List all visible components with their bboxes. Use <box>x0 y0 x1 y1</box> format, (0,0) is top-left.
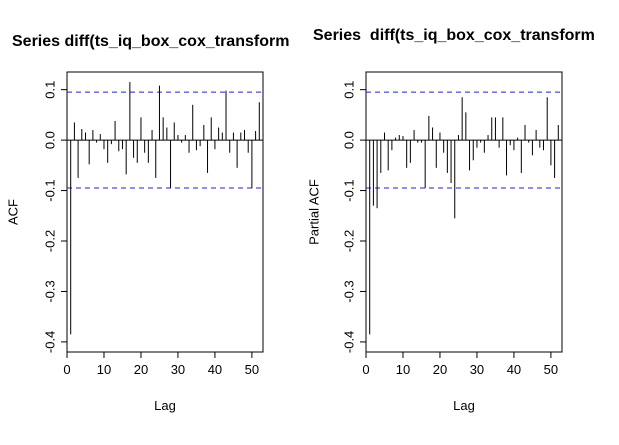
x-tick-label: 10 <box>97 362 111 377</box>
x-tick-label: 10 <box>396 362 410 377</box>
y-tick-label: -0.3 <box>341 280 356 302</box>
plot-frame <box>66 71 264 353</box>
x-tick-label: 20 <box>433 362 447 377</box>
x-tick-label: 50 <box>544 362 558 377</box>
x-tick-label: 30 <box>470 362 484 377</box>
y-axis-label: ACF <box>5 199 20 225</box>
y-tick-label: -0.1 <box>42 179 57 201</box>
y-tick-label: -0.2 <box>42 230 57 252</box>
chart-title: Series diff(ts_iq_box_cox_transform <box>12 33 289 50</box>
y-tick-label: -0.4 <box>341 331 356 353</box>
y-tick-label: -0.4 <box>42 331 57 353</box>
x-axis-label: Lag <box>453 398 475 413</box>
y-tick-label: 0.0 <box>341 131 356 149</box>
x-tick-label: 40 <box>208 362 222 377</box>
x-tick-label: 0 <box>362 362 369 377</box>
y-tick-label: -0.2 <box>341 230 356 252</box>
y-tick-label: -0.1 <box>341 179 356 201</box>
x-tick-label: 40 <box>507 362 521 377</box>
x-tick-label: 30 <box>171 362 185 377</box>
chart-title: Series diff(ts_iq_box_cox_transform <box>313 27 595 44</box>
x-tick-label: 50 <box>245 362 259 377</box>
x-tick-label: 20 <box>134 362 148 377</box>
y-axis-label: Partial ACF <box>306 179 321 245</box>
x-tick-label: 0 <box>63 362 70 377</box>
x-axis-label: Lag <box>154 398 176 413</box>
y-tick-label: -0.3 <box>42 280 57 302</box>
plot-frame <box>365 71 563 353</box>
y-tick-label: 0.1 <box>341 81 356 99</box>
y-tick-label: 0.0 <box>42 131 57 149</box>
y-tick-label: 0.1 <box>42 81 57 99</box>
